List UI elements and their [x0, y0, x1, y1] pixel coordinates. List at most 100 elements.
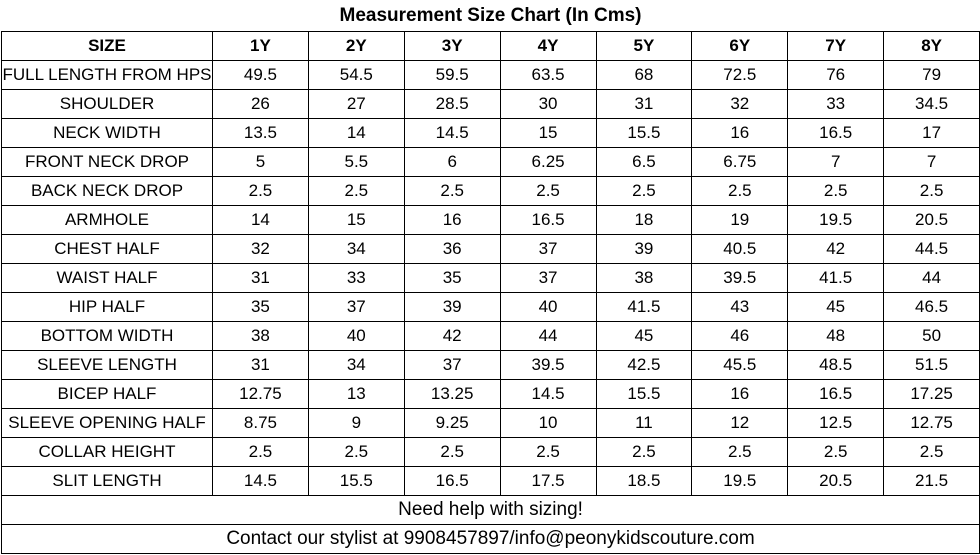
measurement-value: 16	[403, 205, 501, 235]
measurement-value: 20.5	[787, 466, 885, 496]
measurement-value: 35	[212, 292, 309, 322]
measurement-value: 76	[787, 60, 885, 90]
table-row: COLLAR HEIGHT 2.5 2.5 2.5 2.5 2.5 2.5 2.5 2.5	[1, 437, 980, 467]
chart-title: Measurement Size Chart (In Cms)	[1, 0, 980, 32]
measurement-value: 34.5	[883, 89, 980, 119]
measurement-value: 41.5	[595, 292, 693, 322]
size-header-8y: 8Y	[883, 31, 980, 61]
measurement-label: SLIT LENGTH	[1, 466, 213, 496]
measurement-value: 18	[595, 205, 693, 235]
size-header-7y: 7Y	[787, 31, 885, 61]
measurement-value: 19.5	[691, 466, 789, 496]
table-row: BACK NECK DROP 2.5 2.5 2.5 2.5 2.5 2.5 2.5 2.5	[1, 176, 980, 206]
measurement-value: 36	[403, 234, 501, 264]
measurement-value: 39.5	[499, 350, 597, 380]
measurement-label: HIP HALF	[1, 292, 213, 322]
measurement-value: 17.5	[499, 466, 597, 496]
measurement-value: 32	[212, 234, 309, 264]
measurement-value: 31	[212, 263, 309, 293]
table-row: BICEP HALF 12.75 13 13.25 14.5 15.5 16 16.5 17.2…	[1, 379, 980, 409]
measurement-value: 35	[403, 263, 501, 293]
measurement-value: 2.5	[691, 437, 789, 467]
measurement-value: 46	[691, 321, 789, 351]
measurement-value: 41.5	[787, 263, 885, 293]
measurement-value: 13.25	[403, 379, 501, 409]
measurement-value: 6.25	[499, 147, 597, 177]
measurement-value: 12.75	[212, 379, 309, 409]
measurement-value: 30	[499, 89, 597, 119]
measurement-label: BACK NECK DROP	[1, 176, 213, 206]
measurement-value: 14	[212, 205, 309, 235]
measurement-label: SLEEVE OPENING HALF	[1, 408, 213, 438]
header-row: SIZE 1Y 2Y 3Y 4Y 5Y 6Y 7Y 8Y	[1, 31, 980, 61]
table-row: SLIT LENGTH 14.5 15.5 16.5 17.5 18.5 19.5 20.5 2…	[1, 466, 980, 496]
measurement-value: 10	[499, 408, 597, 438]
measurement-label: FRONT NECK DROP	[1, 147, 213, 177]
measurement-value: 11	[595, 408, 693, 438]
measurement-value: 45	[595, 321, 693, 351]
measurement-value: 21.5	[883, 466, 980, 496]
measurement-value: 13.5	[212, 118, 309, 148]
measurement-value: 19	[691, 205, 789, 235]
size-column-header: SIZE	[1, 31, 213, 61]
measurement-value: 5.5	[307, 147, 405, 177]
measurement-value: 14.5	[212, 466, 309, 496]
measurement-value: 5	[212, 147, 309, 177]
table-row: FRONT NECK DROP 5 5.5 6 6.25 6.5 6.75 7 7	[1, 147, 980, 177]
measurement-value: 19.5	[787, 205, 885, 235]
measurement-label: COLLAR HEIGHT	[1, 437, 213, 467]
measurement-value: 50	[883, 321, 980, 351]
measurement-value: 2.5	[403, 437, 501, 467]
measurement-value: 48	[787, 321, 885, 351]
measurement-value: 2.5	[212, 176, 309, 206]
measurement-value: 44	[883, 263, 980, 293]
measurement-value: 14	[307, 118, 405, 148]
measurement-value: 6.75	[691, 147, 789, 177]
measurement-value: 8.75	[212, 408, 309, 438]
title-row: Measurement Size Chart (In Cms)	[1, 0, 980, 32]
measurement-value: 32	[691, 89, 789, 119]
measurement-value: 28.5	[403, 89, 501, 119]
measurement-label: ARMHOLE	[1, 205, 213, 235]
measurement-value: 2.5	[787, 176, 885, 206]
help-text: Need help with sizing!	[0, 495, 980, 525]
measurement-label: BICEP HALF	[1, 379, 213, 409]
measurement-value: 17.25	[883, 379, 980, 409]
measurement-value: 2.5	[883, 176, 980, 206]
contact-text: Contact our stylist at 9908457897/info@p…	[0, 524, 980, 554]
measurement-value: 34	[307, 234, 405, 264]
measurement-value: 40.5	[691, 234, 789, 264]
measurement-value: 45	[787, 292, 885, 322]
measurement-value: 27	[307, 89, 405, 119]
measurement-value: 2.5	[595, 437, 693, 467]
measurement-value: 2.5	[691, 176, 789, 206]
measurement-value: 63.5	[499, 60, 597, 90]
size-header-4y: 4Y	[499, 31, 597, 61]
measurement-value: 15	[307, 205, 405, 235]
measurement-value: 15	[499, 118, 597, 148]
table-row: SLEEVE OPENING HALF 8.75 9 9.25 10 11 12 12.5 12…	[1, 408, 980, 438]
measurement-value: 48.5	[787, 350, 885, 380]
measurement-value: 39	[595, 234, 693, 264]
measurement-value: 33	[787, 89, 885, 119]
measurement-value: 17	[883, 118, 980, 148]
measurement-value: 40	[499, 292, 597, 322]
measurement-value: 12.75	[883, 408, 980, 438]
measurement-value: 26	[212, 89, 309, 119]
measurement-value: 45.5	[691, 350, 789, 380]
measurement-value: 7	[883, 147, 980, 177]
table-row: SHOULDER 26 27 28.5 30 31 32 33 34.5	[1, 89, 980, 119]
measurement-value: 2.5	[212, 437, 309, 467]
measurement-value: 42.5	[595, 350, 693, 380]
measurement-value: 15.5	[307, 466, 405, 496]
measurement-value: 39.5	[691, 263, 789, 293]
table-row: HIP HALF 35 37 39 40 41.5 43 45 46.5	[1, 292, 980, 322]
measurement-value: 79	[883, 60, 980, 90]
measurement-value: 51.5	[883, 350, 980, 380]
measurement-value: 31	[212, 350, 309, 380]
measurement-value: 68	[595, 60, 693, 90]
table-row: WAIST HALF 31 33 35 37 38 39.5 41.5 44	[1, 263, 980, 293]
help-row: Need help with sizing!	[0, 495, 980, 525]
